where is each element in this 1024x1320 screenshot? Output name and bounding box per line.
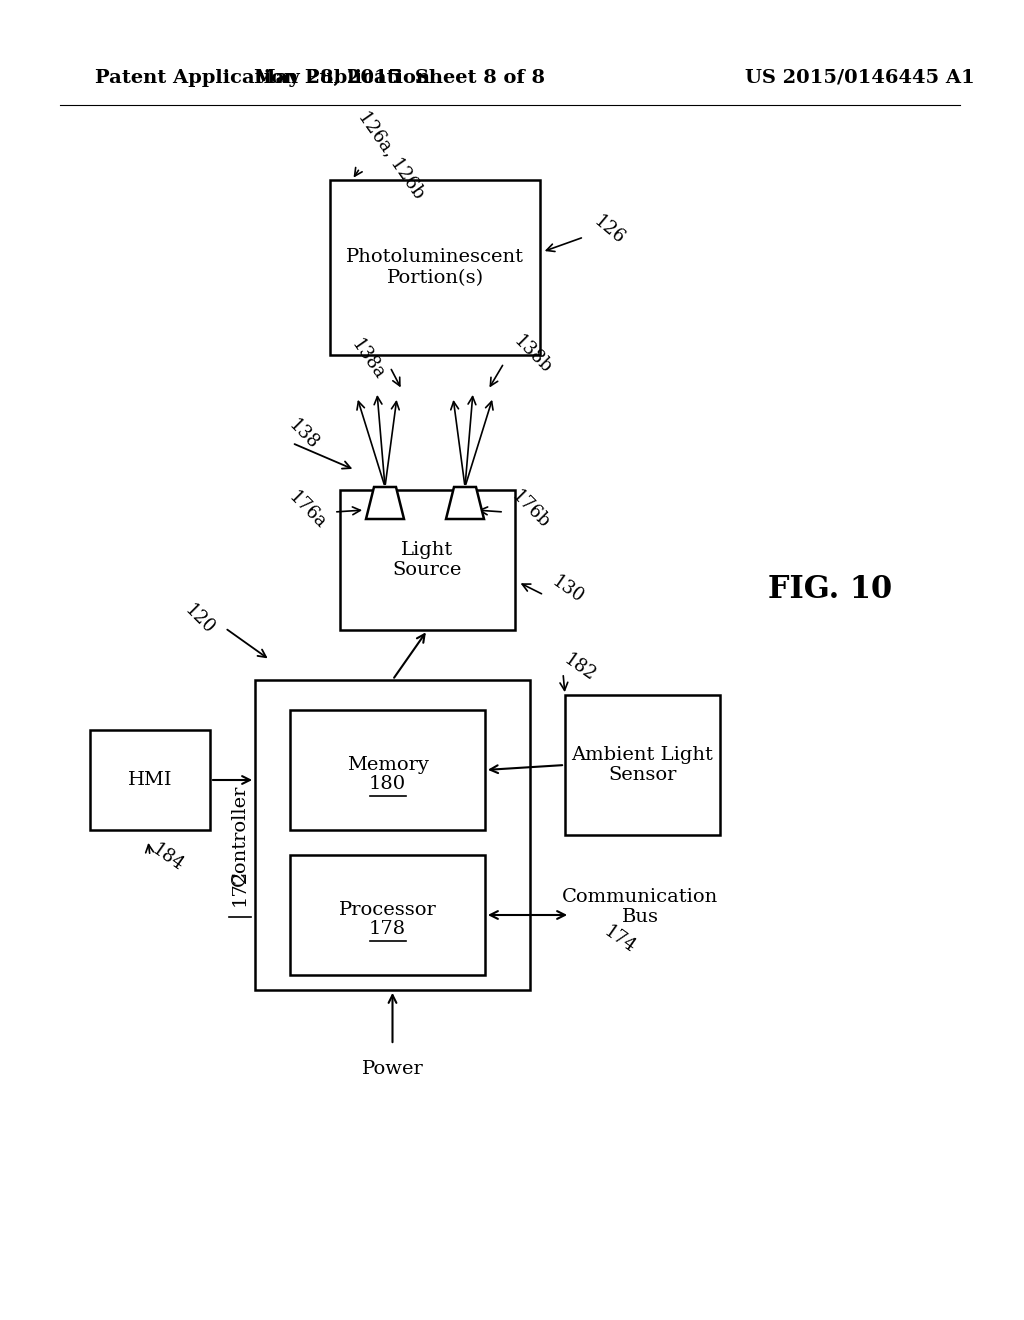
Text: Communication: Communication <box>562 888 718 906</box>
Text: 178: 178 <box>369 920 407 939</box>
Bar <box>565 696 720 836</box>
Polygon shape <box>366 487 404 519</box>
Text: Processor: Processor <box>339 902 436 919</box>
Bar <box>90 730 210 830</box>
Text: 120: 120 <box>181 602 218 639</box>
Text: 176a: 176a <box>286 487 330 532</box>
Bar <box>290 710 485 830</box>
Text: Photoluminescent
Portion(s): Photoluminescent Portion(s) <box>346 248 524 286</box>
Text: May 28, 2015  Sheet 8 of 8: May 28, 2015 Sheet 8 of 8 <box>255 69 546 87</box>
Bar <box>330 180 540 355</box>
Bar <box>340 490 515 630</box>
Text: Memory: Memory <box>346 756 428 774</box>
Text: 172: 172 <box>231 869 249 906</box>
Text: HMI: HMI <box>128 771 172 789</box>
Text: 126: 126 <box>590 213 628 248</box>
Bar <box>255 680 530 990</box>
Polygon shape <box>446 487 484 519</box>
Text: Bus: Bus <box>622 908 658 927</box>
Text: Light
Source: Light Source <box>393 541 462 579</box>
Text: 138a: 138a <box>347 337 388 384</box>
Text: Ambient Light
Sensor: Ambient Light Sensor <box>571 746 714 784</box>
Text: 174: 174 <box>600 923 638 957</box>
Text: 138: 138 <box>285 416 323 454</box>
Text: Patent Application Publication: Patent Application Publication <box>95 69 430 87</box>
Text: 182: 182 <box>560 651 598 685</box>
Bar <box>290 855 485 975</box>
Text: 176b: 176b <box>508 487 553 532</box>
Text: US 2015/0146445 A1: US 2015/0146445 A1 <box>745 69 975 87</box>
Text: 180: 180 <box>369 775 407 793</box>
Text: Controller: Controller <box>231 784 249 886</box>
Text: 130: 130 <box>548 573 587 607</box>
Text: FIG. 10: FIG. 10 <box>768 574 892 606</box>
Text: 126a, 126b: 126a, 126b <box>355 108 428 202</box>
Text: 138b: 138b <box>510 333 555 378</box>
Text: 184: 184 <box>148 841 186 875</box>
Text: Power: Power <box>361 1060 423 1078</box>
